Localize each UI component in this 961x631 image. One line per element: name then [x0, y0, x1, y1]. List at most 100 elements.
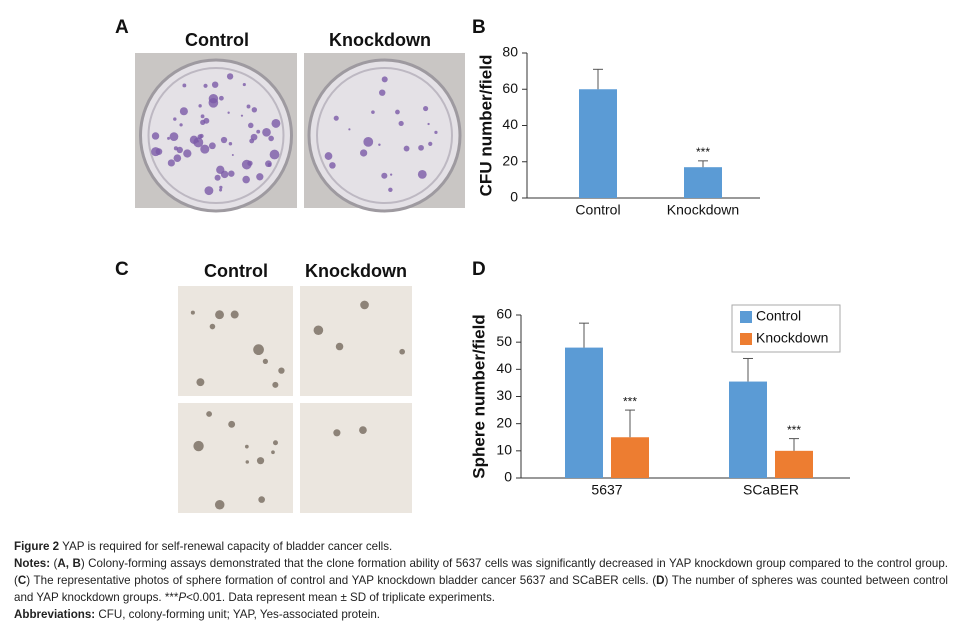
significance-label: *** — [696, 145, 710, 159]
dish — [307, 58, 462, 213]
sphere — [196, 378, 205, 387]
colony — [427, 122, 430, 126]
colony — [360, 149, 368, 157]
sphere — [333, 429, 341, 437]
colony — [167, 159, 175, 167]
colony — [269, 149, 280, 160]
colony — [200, 114, 205, 119]
sphere — [206, 411, 213, 417]
x-tick-label: Control — [575, 202, 620, 218]
legend-label: Knockdown — [756, 330, 828, 346]
colony — [371, 110, 375, 114]
colony — [173, 154, 182, 162]
caption-text: Abbreviations: — [14, 608, 96, 621]
caption-text: Figure 2 — [14, 540, 60, 553]
colony — [208, 93, 219, 104]
colony — [271, 118, 281, 128]
colony — [262, 127, 271, 137]
colony — [176, 146, 183, 154]
sphere-photo — [178, 286, 293, 396]
colony — [381, 172, 388, 179]
colony — [183, 149, 192, 158]
y-axis-label: CFU number/field — [476, 55, 495, 197]
colony — [379, 89, 386, 96]
significance-label: *** — [623, 394, 637, 408]
caption-paragraph: Abbreviations: CFU, colony-forming unit;… — [14, 606, 948, 623]
caption-text: P — [178, 591, 187, 604]
colony — [403, 145, 410, 152]
sphere — [262, 358, 268, 364]
colony — [219, 185, 223, 189]
colony — [240, 114, 244, 117]
sphere-photo — [300, 403, 412, 513]
y-tick-label: 40 — [496, 360, 512, 376]
colony — [417, 169, 427, 179]
sphere — [272, 381, 279, 388]
y-axis-label: Sphere number/field — [469, 314, 488, 478]
sphere — [215, 310, 224, 320]
colony — [228, 142, 233, 146]
photo-header: Control — [185, 30, 249, 50]
photo-header: Control — [204, 261, 268, 281]
colony — [211, 81, 219, 88]
colony — [179, 123, 183, 127]
colony — [329, 162, 336, 169]
sphere — [273, 440, 278, 446]
bar — [565, 347, 603, 478]
panel-label: D — [472, 259, 486, 280]
colony — [242, 82, 246, 87]
caption-paragraph: Notes: (A, B) Colony-forming assays demo… — [14, 555, 948, 606]
sphere — [193, 440, 204, 452]
x-tick-label: SCaBER — [743, 482, 799, 498]
x-tick-label: 5637 — [591, 482, 622, 498]
sphere — [313, 325, 324, 336]
caption-text: ( — [50, 557, 58, 570]
colony — [428, 141, 433, 147]
y-tick-label: 30 — [496, 387, 512, 403]
legend-swatch — [740, 311, 752, 323]
colony — [227, 111, 230, 114]
sphere-photo — [178, 403, 293, 513]
colony — [218, 95, 224, 101]
colony — [200, 144, 210, 154]
colony — [189, 135, 199, 145]
bar — [729, 381, 767, 478]
sphere — [359, 426, 367, 434]
caption-text: A, B — [57, 557, 81, 570]
y-tick-label: 0 — [510, 189, 518, 205]
y-tick-label: 80 — [502, 44, 518, 60]
colony — [378, 143, 381, 146]
colony — [251, 107, 258, 113]
caption-text: ) The representative photos of sphere fo… — [26, 574, 657, 587]
colony — [256, 173, 264, 181]
photo-header: Knockdown — [305, 261, 407, 281]
sphere — [256, 457, 265, 465]
colony — [248, 122, 254, 129]
dish-rim — [316, 67, 453, 204]
colony — [348, 128, 351, 131]
photos — [135, 53, 465, 513]
figure: A B C D Control Knockdown Control Knockd… — [115, 17, 850, 513]
colony — [242, 175, 250, 184]
caption-paragraph: Figure 2 YAP is required for self-renewa… — [14, 538, 948, 555]
y-tick-label: 40 — [502, 116, 518, 132]
colony — [324, 152, 333, 160]
panel-label: B — [472, 17, 486, 38]
colony — [173, 117, 177, 121]
colony — [381, 76, 388, 83]
colony — [151, 147, 161, 157]
caption-text: C — [17, 574, 27, 587]
dish — [139, 58, 293, 213]
sphere — [214, 500, 225, 510]
bar — [775, 450, 813, 478]
bar — [611, 437, 649, 478]
significance-label: *** — [787, 423, 801, 437]
sphere — [399, 348, 406, 355]
colony — [247, 160, 253, 166]
y-tick-label: 50 — [496, 333, 512, 349]
colony — [198, 104, 202, 108]
colony — [231, 153, 234, 157]
bar — [579, 89, 617, 198]
colony — [250, 133, 258, 141]
